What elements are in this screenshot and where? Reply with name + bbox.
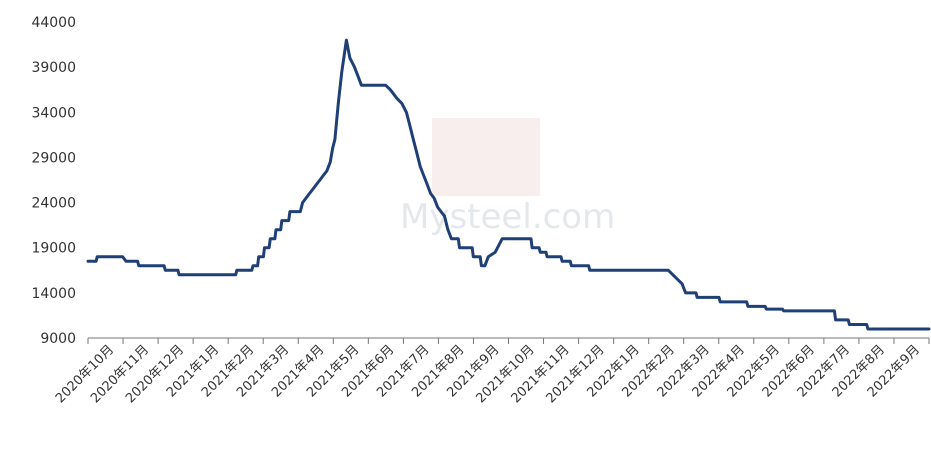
y-tick-label: 9000 (40, 331, 76, 347)
y-tick-label: 44000 (31, 15, 76, 31)
watermark-brand-text: Mysteel.com (400, 197, 615, 237)
y-tick-label: 34000 (31, 105, 76, 121)
y-tick-label: 39000 (31, 60, 76, 76)
y-tick-label: 14000 (31, 286, 76, 302)
watermark-logo-block (432, 118, 540, 196)
y-tick-label: 29000 (31, 150, 76, 166)
y-tick-label: 19000 (31, 241, 76, 257)
y-tick-label: 24000 (31, 196, 76, 212)
series-layer (86, 38, 931, 331)
series-line (86, 38, 931, 331)
y-axis: 9000 14000 19000 24000 29000 34000 39000 44000 (31, 15, 76, 347)
x-axis: 2020年10月2020年11月2020年12月2021年1月2021年2月20… (53, 337, 930, 406)
mysteel-watermark: Mysteel.com (400, 118, 615, 237)
